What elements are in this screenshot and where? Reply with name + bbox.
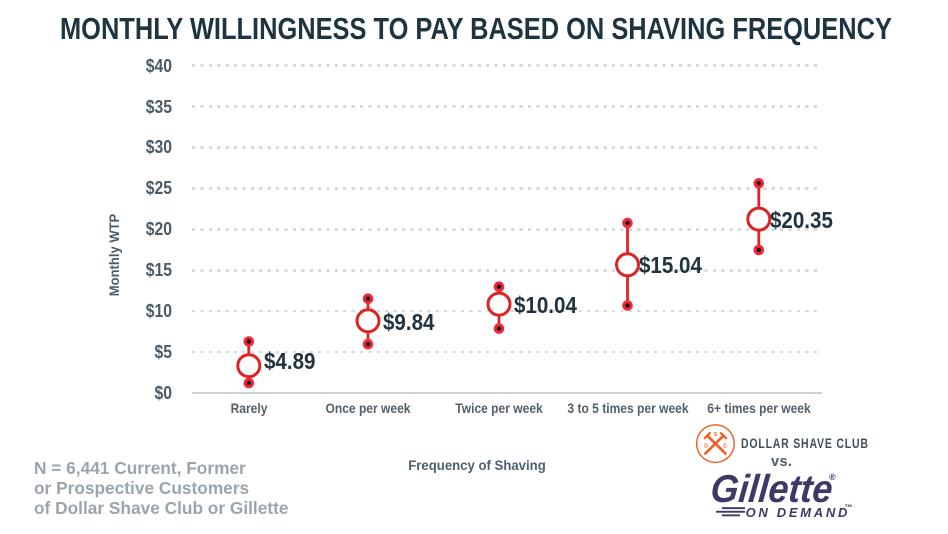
svg-text:C: C bbox=[723, 444, 727, 450]
svg-text:S: S bbox=[714, 432, 718, 438]
svg-text:D: D bbox=[704, 444, 708, 450]
